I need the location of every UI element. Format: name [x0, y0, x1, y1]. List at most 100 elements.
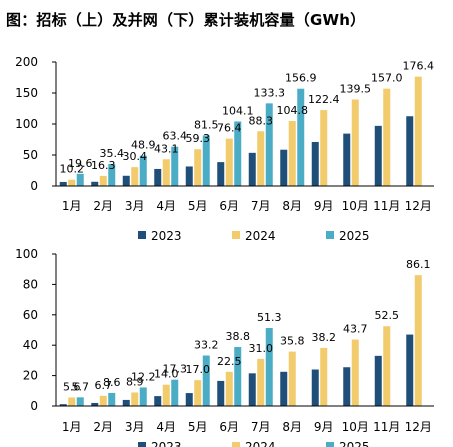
x-category-label: 4月 — [156, 199, 176, 213]
x-category-label: 9月 — [314, 420, 334, 434]
bar-2025-5月 — [202, 135, 210, 186]
bar-2025-7月 — [265, 103, 273, 186]
bar-2023-1月 — [59, 404, 67, 406]
data-label: 35.4 — [100, 147, 125, 160]
bar-2025-4月 — [171, 146, 179, 186]
bar-2024-8月 — [288, 121, 296, 186]
legend-label: 2023 — [151, 440, 182, 447]
data-label: 6.7 — [95, 379, 113, 392]
bar-2023-4月 — [154, 396, 162, 406]
x-category-label: 6月 — [219, 420, 239, 434]
y-tick-label: 100 — [15, 247, 38, 261]
data-label: 22.5 — [217, 355, 242, 368]
bar-2024-5月 — [194, 149, 202, 186]
legend-swatch-2025 — [326, 231, 334, 239]
x-category-label: 6月 — [219, 199, 239, 213]
bar-2025-5月 — [202, 355, 210, 406]
bar-2025-1月 — [76, 397, 84, 406]
bar-2025-2月 — [108, 164, 116, 186]
bar-2024-3月 — [131, 167, 139, 186]
figure-title: 图：招标（上）及并网（下）累计装机容量（GWh） — [6, 11, 366, 29]
bar-2023-5月 — [185, 166, 193, 186]
legend-label: 2024 — [245, 229, 276, 243]
data-label: 51.3 — [257, 311, 282, 324]
y-tick-label: 40 — [23, 338, 38, 352]
legend-label: 2024 — [245, 440, 276, 447]
data-label: 52.5 — [375, 309, 400, 322]
data-label: 139.5 — [340, 83, 372, 96]
x-category-label: 5月 — [188, 420, 208, 434]
y-tick-label: 0 — [30, 399, 38, 413]
data-label: 104.8 — [277, 104, 309, 117]
data-label: 30.4 — [123, 150, 148, 163]
bar-2024-2月 — [99, 175, 107, 186]
bar-2023-10月 — [343, 133, 351, 186]
bar-2023-2月 — [91, 402, 99, 406]
legend-label: 2025 — [339, 229, 370, 243]
bar-2025-3月 — [139, 387, 147, 406]
data-label: 59.3 — [186, 132, 211, 145]
data-label: 43.1 — [154, 142, 179, 155]
legend-label: 2025 — [339, 440, 370, 447]
x-category-label: 8月 — [282, 420, 302, 434]
data-label: 19.6 — [68, 157, 93, 170]
x-category-label: 10月 — [342, 420, 369, 434]
bar-2025-7月 — [265, 328, 273, 406]
y-tick-label: 100 — [15, 117, 38, 131]
data-label: 5.6 — [63, 380, 81, 393]
bar-2024-6月 — [225, 138, 233, 186]
bar-2024-5月 — [194, 380, 202, 406]
data-label: 157.0 — [371, 72, 403, 85]
data-label: 88.3 — [249, 114, 274, 127]
bar-2024-6月 — [225, 371, 233, 406]
bar-2023-4月 — [154, 168, 162, 186]
y-tick-label: 150 — [15, 86, 38, 100]
bar-2025-6月 — [234, 121, 242, 186]
bar-2023-6月 — [217, 380, 225, 406]
data-label: 35.8 — [280, 335, 305, 348]
bar-2023-9月 — [311, 141, 319, 186]
x-category-label: 10月 — [342, 199, 369, 213]
legend-label: 2023 — [151, 229, 182, 243]
y-tick-label: 80 — [23, 277, 38, 291]
bar-2023-1月 — [59, 181, 67, 186]
bar-2023-11月 — [374, 355, 382, 406]
bar-2024-9月 — [320, 110, 328, 186]
x-category-label: 1月 — [62, 420, 82, 434]
x-category-label: 9月 — [314, 199, 334, 213]
data-label: 122.4 — [308, 93, 340, 106]
x-category-label: 5月 — [188, 199, 208, 213]
x-category-label: 2月 — [93, 199, 113, 213]
data-label: 17.0 — [186, 363, 211, 376]
bar-2024-1月 — [68, 179, 76, 186]
y-tick-label: 20 — [23, 369, 38, 383]
x-category-label: 11月 — [373, 199, 400, 213]
y-tick-label: 50 — [23, 148, 38, 162]
bar-2024-8月 — [288, 351, 296, 406]
bar-2023-7月 — [248, 152, 256, 186]
data-label: 8.9 — [126, 375, 144, 388]
bar-2024-1月 — [68, 397, 76, 406]
x-category-label: 12月 — [405, 199, 432, 213]
bar-2023-2月 — [91, 181, 99, 186]
y-tick-label: 60 — [23, 308, 38, 322]
bar-2024-2月 — [99, 395, 107, 406]
bar-2023-8月 — [280, 149, 288, 186]
bar-2024-10月 — [351, 99, 359, 186]
data-label: 76.4 — [217, 122, 242, 135]
bar-2025-1月 — [76, 173, 84, 186]
bar-2024-11月 — [383, 326, 391, 406]
bar-2025-2月 — [108, 392, 116, 406]
bar-2023-6月 — [217, 162, 225, 186]
legend-swatch-2024 — [232, 231, 240, 239]
y-tick-label: 200 — [15, 55, 38, 69]
bar-2023-3月 — [122, 175, 130, 186]
bar-2023-8月 — [280, 371, 288, 406]
data-label: 104.1 — [222, 104, 254, 117]
data-label: 16.3 — [91, 159, 116, 172]
data-label: 31.0 — [249, 342, 274, 355]
data-label: 12.2 — [131, 370, 156, 383]
bar-2023-3月 — [122, 399, 130, 406]
bar-2024-4月 — [162, 159, 170, 186]
